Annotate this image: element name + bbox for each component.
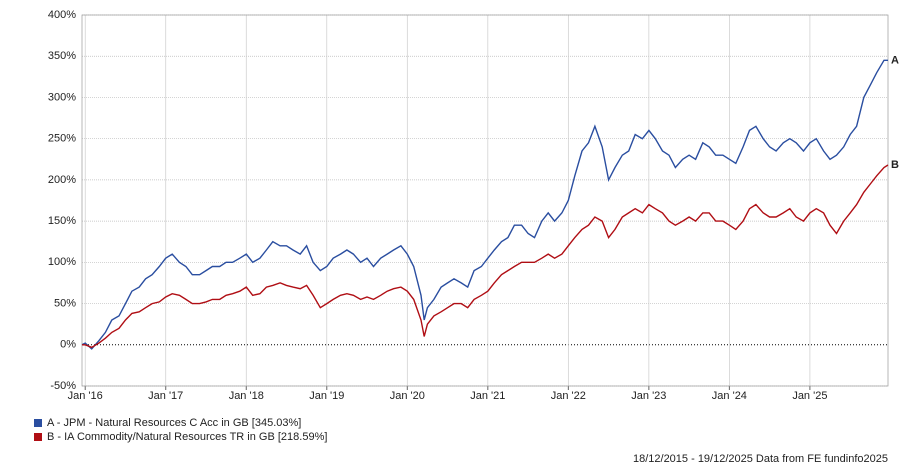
x-tick-label: Jan '22 (551, 390, 586, 402)
x-tick-label: Jan '19 (309, 390, 344, 402)
y-tick-label: 300% (48, 91, 76, 103)
y-tick-label: 50% (54, 297, 76, 309)
footer: 18/12/2015 - 19/12/2025 Data from FE fun… (633, 453, 888, 465)
x-tick-label: Jan '20 (390, 390, 425, 402)
series-line (82, 164, 889, 349)
y-tick-label: 0% (60, 339, 76, 351)
x-tick-label: Jan '25 (792, 390, 827, 402)
y-tick-label: 350% (48, 50, 76, 62)
x-tick-label: Jan '18 (229, 390, 264, 402)
legend-label: B - IA Commodity/Natural Resources TR in… (47, 431, 327, 443)
x-tick-label: Jan '16 (68, 390, 103, 402)
legend-swatch (34, 433, 42, 441)
y-tick-label: 400% (48, 9, 76, 21)
x-tick-label: Jan '24 (712, 390, 747, 402)
end-label: A (891, 54, 899, 66)
end-label: B (891, 159, 899, 171)
legend-label: A - JPM - Natural Resources C Acc in GB … (47, 417, 301, 429)
y-tick-label: 200% (48, 174, 76, 186)
plot-frame (81, 14, 889, 387)
y-tick-label: -50% (50, 380, 76, 392)
legend-swatch (34, 419, 42, 427)
x-tick-label: Jan '23 (631, 390, 666, 402)
y-tick-label: 250% (48, 133, 76, 145)
series-line (81, 59, 888, 350)
y-tick-label: 150% (48, 215, 76, 227)
x-tick-label: Jan '17 (148, 390, 183, 402)
y-tick-label: 100% (48, 256, 76, 268)
x-tick-label: Jan '21 (470, 390, 505, 402)
